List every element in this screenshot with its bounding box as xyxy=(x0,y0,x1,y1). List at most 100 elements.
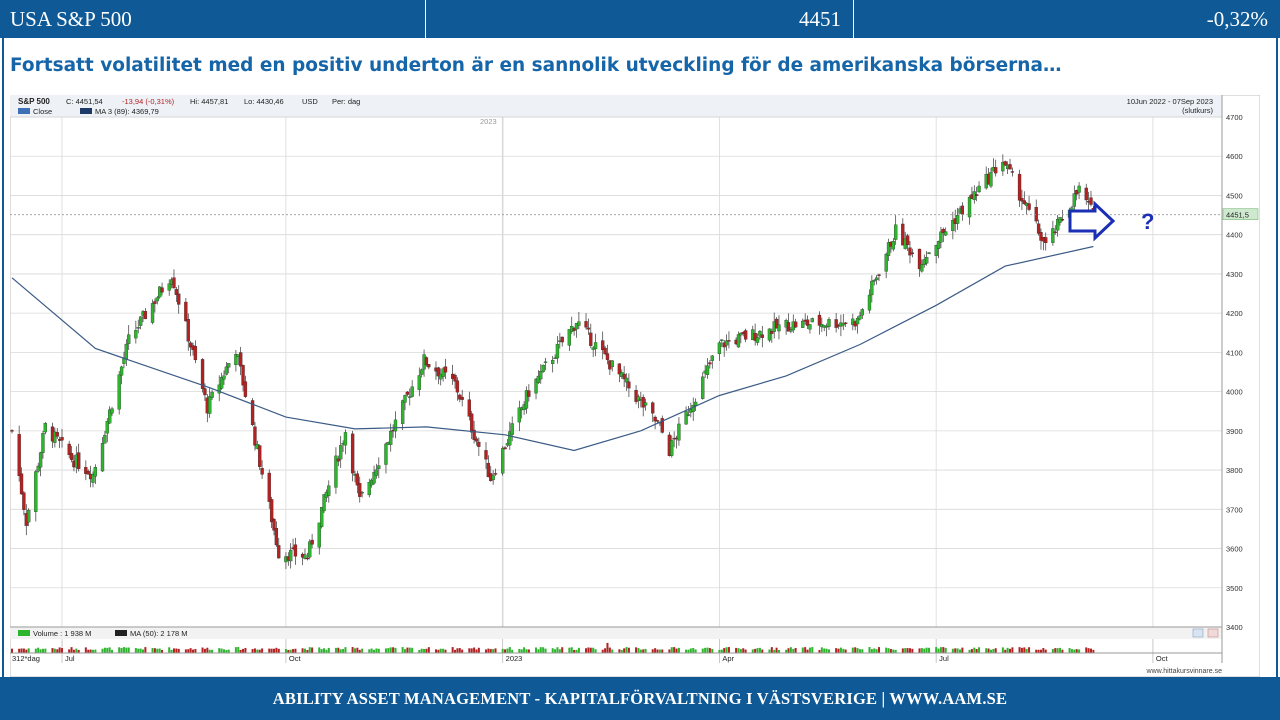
volume-bar xyxy=(642,649,645,653)
candle-body xyxy=(1022,200,1026,205)
volume-bar xyxy=(885,647,888,653)
candle-body xyxy=(834,319,838,328)
candle-body xyxy=(38,452,43,468)
candle-body xyxy=(19,473,24,495)
volume-bar xyxy=(944,647,947,653)
volume-bar xyxy=(56,649,59,653)
candle-body xyxy=(208,396,212,414)
volume-bar xyxy=(227,649,230,653)
volume-bar xyxy=(758,647,761,653)
slide-frame xyxy=(2,38,1278,678)
volume-swatch xyxy=(18,630,30,636)
volume-bar xyxy=(339,649,342,653)
volume-bar xyxy=(61,648,64,653)
volume-bar xyxy=(506,648,509,653)
candle-body xyxy=(617,363,622,375)
candle-body xyxy=(593,342,598,350)
volume-bar xyxy=(489,649,492,653)
candle-body xyxy=(484,450,488,460)
candle-body xyxy=(886,242,891,256)
volume-bar xyxy=(142,649,145,653)
volume-bar xyxy=(22,648,25,653)
volume-bar xyxy=(575,649,578,653)
volume-bar xyxy=(644,648,647,653)
volume-bar xyxy=(561,647,564,653)
x-tick-label: Jul xyxy=(65,654,75,663)
volume-bar xyxy=(939,647,942,653)
candle-body xyxy=(138,316,143,326)
candle-body xyxy=(560,336,564,343)
candle-body xyxy=(503,447,507,450)
volume-bar xyxy=(594,649,597,653)
volume-bar xyxy=(587,647,590,653)
volume-bar xyxy=(72,649,75,653)
volume-bar xyxy=(544,648,547,653)
candle-body xyxy=(472,429,476,440)
volume-bar xyxy=(811,647,814,653)
candle-body xyxy=(720,339,724,341)
candle-body xyxy=(1017,173,1022,201)
volume-bar xyxy=(323,648,326,653)
candle-body xyxy=(624,377,629,383)
candle-body xyxy=(967,196,972,218)
volume-bar xyxy=(44,648,47,653)
candle-body xyxy=(393,419,398,432)
volume-bar xyxy=(375,648,378,653)
candle-body xyxy=(410,386,414,397)
candle-body xyxy=(377,465,381,469)
candle-body xyxy=(403,395,407,403)
volume-bar xyxy=(751,649,754,653)
volume-bar xyxy=(920,648,923,653)
candle-body xyxy=(258,445,262,467)
volume-bar xyxy=(244,647,247,653)
candle-body xyxy=(260,468,264,475)
candle-body xyxy=(172,277,176,289)
volume-bar xyxy=(411,647,414,653)
volume-bar xyxy=(158,648,161,653)
candle-body xyxy=(844,322,848,324)
volume-bar xyxy=(568,647,571,653)
candle-body xyxy=(567,329,572,346)
candle-body xyxy=(1053,231,1057,234)
volume-bar xyxy=(1075,649,1078,653)
x-tick-label: Jul xyxy=(939,654,949,663)
volume-bar xyxy=(925,647,928,653)
volume-bar xyxy=(554,649,557,653)
chart-settings-icon[interactable] xyxy=(1192,628,1204,638)
volume-bar xyxy=(303,648,306,653)
volume-bar xyxy=(508,647,511,653)
volume-bar xyxy=(373,649,376,653)
candle-body xyxy=(277,545,281,559)
volume-bar xyxy=(551,648,554,653)
volume-bar xyxy=(1037,649,1040,653)
candle-body xyxy=(1051,228,1055,243)
candle-body xyxy=(1084,187,1088,201)
volume-bar xyxy=(818,649,821,653)
volume-bar xyxy=(875,649,878,653)
volume-bar xyxy=(694,649,697,653)
chart-close-icon[interactable] xyxy=(1207,628,1219,638)
candle-body xyxy=(60,437,64,441)
chart-period: Per: dag xyxy=(332,97,360,106)
volume-bar xyxy=(737,648,740,653)
candle-body xyxy=(334,455,338,488)
volume-bar xyxy=(785,649,788,653)
volume-bar xyxy=(75,648,78,653)
volume-bar xyxy=(475,649,478,653)
volume-bar xyxy=(620,649,623,653)
volume-bar xyxy=(437,649,440,653)
volume-bar xyxy=(377,648,380,653)
volume-bar xyxy=(908,648,911,653)
volume-bar xyxy=(1056,648,1059,653)
candle-body xyxy=(960,205,965,215)
volume-bar xyxy=(918,648,921,653)
volume-bar xyxy=(775,647,778,653)
volume-bar xyxy=(794,647,797,653)
volume-bar xyxy=(334,647,337,653)
candle-body xyxy=(627,381,631,389)
candle-body xyxy=(827,319,831,327)
volume-bar xyxy=(1089,648,1092,653)
volume-bar xyxy=(535,647,538,653)
candle-body xyxy=(510,423,514,435)
volume-bar xyxy=(451,647,454,653)
